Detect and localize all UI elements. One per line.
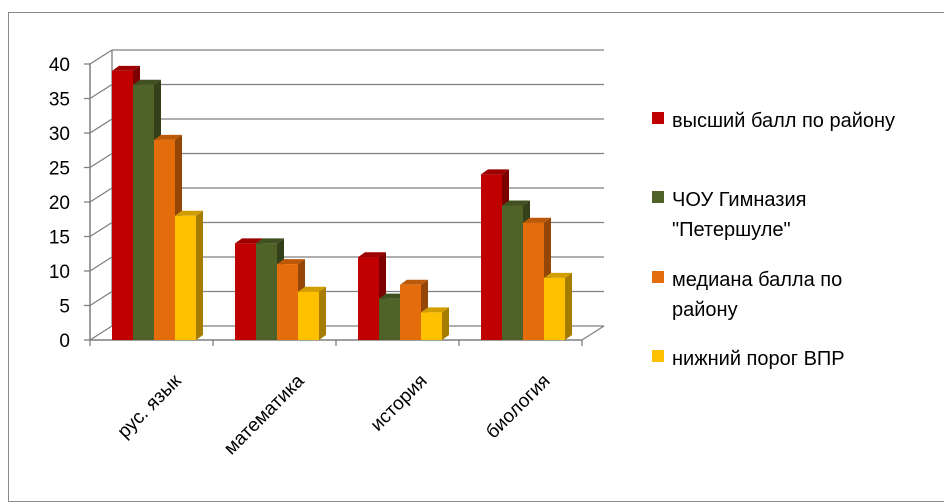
bar-front bbox=[481, 174, 502, 340]
legend-label: медиана балла по району bbox=[672, 269, 843, 321]
legend-item: ЧОУ Гимназия "Петершуле" bbox=[652, 185, 862, 245]
y-tick-label: 30 bbox=[49, 124, 70, 145]
legend-label: ЧОУ Гимназия "Петершуле" bbox=[672, 189, 807, 241]
bar-side bbox=[319, 286, 326, 340]
bar-front bbox=[154, 139, 175, 340]
gridline-side bbox=[89, 118, 113, 134]
bar-front bbox=[358, 257, 379, 340]
bar-chart: 0 5 10 15 20 25 30 35 40 рус. язык математика истор… bbox=[49, 49, 605, 459]
bar-top bbox=[256, 238, 284, 244]
y-tick-label: 20 bbox=[49, 193, 70, 214]
y-tick-label: 40 bbox=[49, 55, 70, 76]
bar-top bbox=[133, 79, 161, 85]
bar-side bbox=[565, 272, 572, 340]
bar-top bbox=[544, 272, 572, 278]
gridline-side bbox=[89, 83, 113, 100]
bar-top bbox=[400, 279, 428, 285]
bar-front bbox=[175, 215, 196, 340]
bar-top bbox=[154, 134, 182, 140]
bar-front bbox=[112, 70, 133, 341]
bar bbox=[421, 307, 449, 340]
bar-front bbox=[523, 222, 544, 340]
x-tick-label: история bbox=[367, 371, 432, 436]
bar-top bbox=[112, 65, 140, 71]
bar-top bbox=[235, 238, 263, 244]
x-tick-label: биология bbox=[482, 371, 554, 443]
x-tick-label: математика bbox=[220, 370, 309, 459]
gridline-side bbox=[89, 187, 113, 203]
bar-front bbox=[256, 243, 277, 340]
bar-front bbox=[133, 84, 154, 340]
bar-front bbox=[235, 243, 256, 340]
legend-swatch bbox=[652, 112, 664, 124]
bar-front bbox=[400, 284, 421, 340]
bars-layer bbox=[112, 65, 572, 341]
x-tick-label: рус. язык bbox=[114, 370, 186, 442]
legend-swatch bbox=[652, 350, 664, 362]
legend-item: медиана балла по району bbox=[652, 265, 892, 325]
bar bbox=[175, 210, 203, 340]
gridline-side bbox=[89, 221, 113, 238]
y-tick-label: 15 bbox=[49, 228, 70, 249]
bar-front bbox=[502, 205, 523, 340]
bar-front bbox=[379, 298, 400, 340]
bar bbox=[298, 286, 326, 340]
legend-swatch bbox=[652, 271, 664, 283]
bar-top bbox=[175, 210, 203, 216]
bar-top bbox=[358, 252, 386, 258]
bar-front bbox=[298, 291, 319, 340]
bar-top bbox=[523, 217, 551, 223]
legend-item: нижний порог ВПР bbox=[652, 344, 942, 374]
y-tick-label: 5 bbox=[59, 297, 70, 318]
gridline-side bbox=[89, 290, 113, 307]
bar-side bbox=[196, 210, 203, 340]
gridline-side bbox=[89, 256, 113, 272]
legend-swatch bbox=[652, 191, 664, 203]
gridline-side bbox=[89, 49, 113, 65]
y-tick-label: 0 bbox=[59, 331, 70, 352]
bar-top bbox=[481, 169, 509, 175]
legend-label: нижний порог ВПР bbox=[672, 348, 845, 370]
bar-top bbox=[502, 200, 530, 206]
bar-front bbox=[544, 277, 565, 340]
bar-top bbox=[298, 286, 326, 292]
legend-label: высший балл по району bbox=[672, 110, 896, 132]
legend: высший балл по району ЧОУ Гимназия "Пете… bbox=[652, 0, 944, 490]
y-tick-label: 25 bbox=[49, 159, 70, 180]
y-tick-label: 35 bbox=[49, 90, 70, 111]
gridline-side bbox=[89, 325, 113, 341]
bar-side bbox=[442, 307, 449, 340]
bar bbox=[544, 272, 572, 340]
bar-top bbox=[421, 307, 449, 313]
gridline-side bbox=[89, 152, 113, 169]
bar-top bbox=[277, 259, 305, 265]
legend-item: высший балл по району bbox=[652, 106, 942, 136]
y-tick-label: 10 bbox=[49, 262, 70, 283]
floor-edge bbox=[581, 325, 605, 341]
bar-front bbox=[277, 264, 298, 340]
bar-front bbox=[421, 312, 442, 340]
